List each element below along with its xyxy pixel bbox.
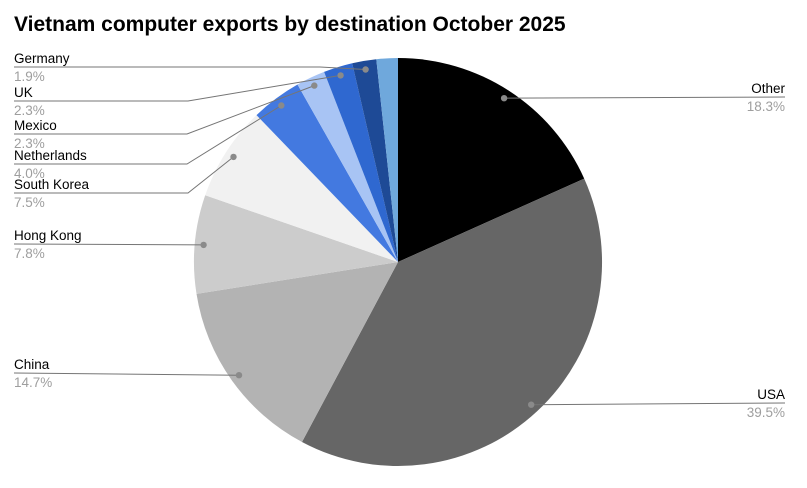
slice-label-germany: Germany [14, 51, 70, 66]
leader-lines [13, 66, 786, 408]
leader-line-south-korea [14, 156, 234, 194]
leader-line-other [504, 96, 786, 99]
slice-label-south-korea: South Korea [14, 177, 90, 192]
slice-percent-china: 14.7% [14, 375, 52, 390]
slice-percent-south-korea: 7.5% [14, 195, 45, 210]
leader-line-germany [14, 66, 366, 70]
leader-dot-south-korea [230, 153, 237, 161]
slice-label-usa: USA [757, 387, 785, 402]
leader-dot-hong-kong [200, 241, 207, 249]
slice-percent-mexico: 2.3% [14, 136, 45, 151]
leader-line-hong-kong [13, 243, 204, 246]
leader-line-china [13, 372, 240, 376]
slice-label-netherlands: Netherlands [14, 148, 87, 163]
pie-slice-china[interactable] [196, 262, 399, 442]
slice-percent-usa: 39.5% [747, 405, 785, 420]
leader-dot-mexico [311, 82, 318, 89]
pie-slice-other[interactable] [398, 57, 585, 262]
pie-slice-germany[interactable] [352, 59, 398, 263]
chart-title: Vietnam computer exports by destination … [14, 13, 566, 36]
leader-line-mexico [14, 85, 315, 135]
leader-line-uk [14, 74, 341, 102]
leader-dot-china [235, 372, 243, 379]
leader-line-netherlands [14, 105, 282, 165]
pie-slice-usa[interactable] [302, 178, 603, 467]
pie-slice-hong-kong[interactable] [193, 195, 398, 294]
slice-percent-hong-kong: 7.8% [14, 246, 45, 261]
leader-line-usa [531, 402, 786, 406]
leader-dot-germany [362, 66, 369, 73]
slice-label-other: Other [751, 81, 785, 96]
slice-percent-germany: 1.9% [14, 69, 45, 84]
slice-label-china: China [14, 357, 50, 372]
leader-dot-uk [337, 72, 344, 79]
pie-slice-south-korea[interactable] [205, 115, 398, 262]
pie-slice-unlabeled[interactable] [376, 58, 398, 262]
slice-percent-other: 18.3% [747, 99, 785, 114]
pie-slice-mexico[interactable] [297, 71, 399, 263]
leader-dot-other [500, 95, 508, 102]
slice-label-hong-kong: Hong Kong [14, 228, 82, 243]
leader-dot-netherlands [278, 102, 285, 109]
slice-percent-uk: 2.3% [14, 103, 45, 118]
slice-labels: Other 18.3% USA 39.5% China 14.7% Hong Kong 7.8… [14, 51, 786, 420]
slice-label-uk: UK [14, 85, 33, 100]
pie-slices [193, 57, 603, 467]
slice-percent-netherlands: 4.0% [14, 166, 45, 181]
pie-slice-netherlands[interactable] [256, 84, 399, 263]
slice-label-mexico: Mexico [14, 118, 57, 133]
leader-dot-usa [528, 401, 535, 408]
pie-slice-uk[interactable] [324, 63, 398, 263]
